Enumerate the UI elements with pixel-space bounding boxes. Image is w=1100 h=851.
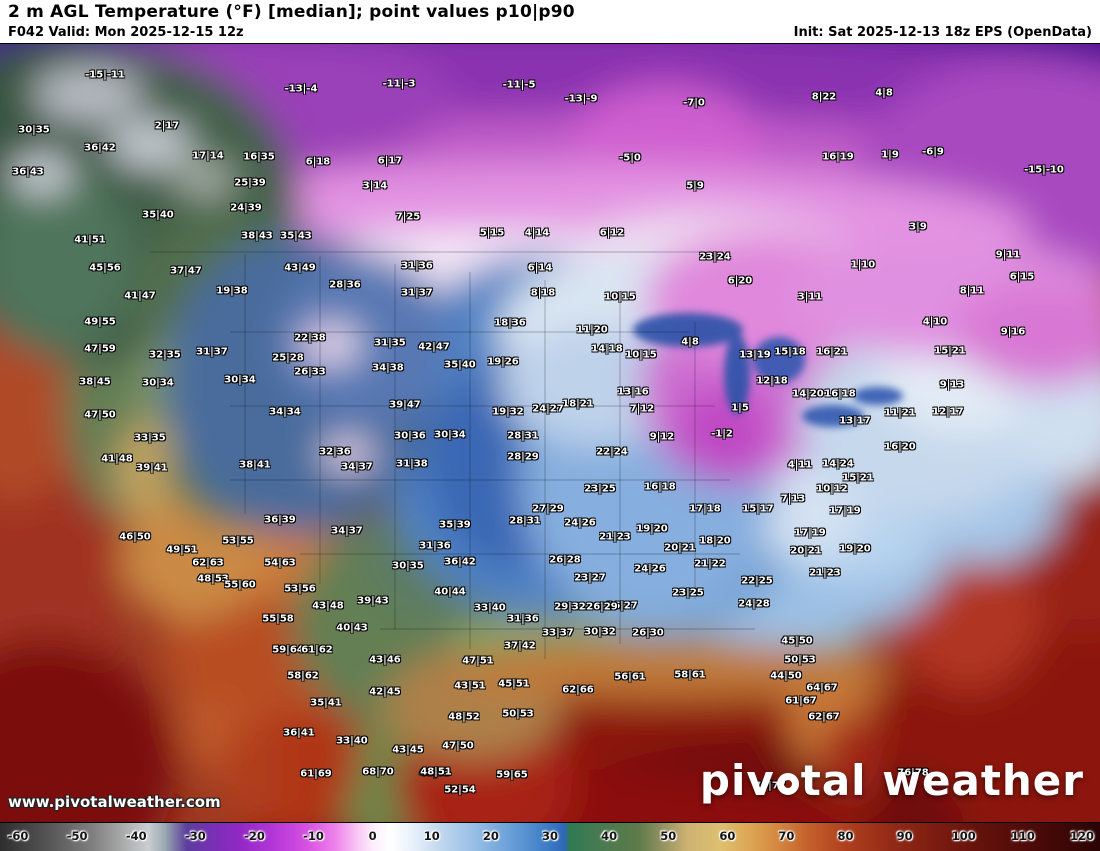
temperature-blobs: [0, 44, 1100, 822]
colorbar-tick: 100: [951, 829, 976, 843]
map-header: 2 m AGL Temperature (°F) [median]; point…: [0, 0, 1100, 44]
colorbar-tick: 30: [541, 829, 559, 843]
colorbar-ticks: -60 -50 -40 -30 -20 -10 0 10 20 30 40 50 60 70 80 90 100…: [0, 823, 1100, 851]
map-meta-row: F042 Valid: Mon 2025-12-15 12z Init: Sat…: [8, 23, 1092, 42]
logo-swirl-icon: [776, 773, 799, 795]
colorbar-tick: 110: [1010, 829, 1035, 843]
colorbar-tick: 60: [719, 829, 736, 843]
colorbar-tick: -50: [66, 829, 88, 843]
init-time: Init: Sat 2025-12-13 18z EPS (OpenData): [793, 25, 1092, 40]
colorbar-tick: 0: [368, 829, 377, 843]
map-title: 2 m AGL Temperature (°F) [median]; point…: [8, 2, 575, 22]
colorbar-tick: -10: [303, 829, 324, 843]
colorbar-tick: -40: [125, 829, 147, 843]
valid-time: F042 Valid: Mon 2025-12-15 12z: [8, 25, 244, 40]
colorbar-tick: 10: [423, 829, 440, 843]
colorbar-tick: 90: [896, 829, 913, 843]
logo-text-post: tal weather: [800, 756, 1084, 805]
colorbar-tick: 40: [601, 829, 618, 843]
colorbar-tick: 120: [1069, 829, 1095, 843]
map-canvas[interactable]: [0, 44, 1100, 822]
colorbar: -60 -50 -40 -30 -20 -10 0 10 20 30 40 50 60 70 80 90 100…: [0, 822, 1100, 851]
pivotal-weather-logo: piv tal weather: [700, 756, 1084, 805]
colorbar-tick: 70: [778, 829, 795, 843]
colorbar-tick: 50: [660, 829, 677, 843]
state-borders: [150, 251, 755, 659]
colorbar-tick: -20: [244, 829, 265, 843]
watermark: www.pivotalweather.com: [8, 793, 221, 811]
colorbar-tick: -60: [7, 829, 29, 843]
colorbar-tick: 80: [837, 829, 854, 843]
great-lakes-shapes: [633, 313, 903, 427]
colorbar-tick: 20: [482, 829, 499, 843]
colorbar-gradient: [0, 823, 1100, 851]
colorbar-tick: -30: [184, 829, 206, 843]
temperature-field: [0, 44, 1100, 822]
logo-text-pre: piv: [699, 756, 775, 805]
